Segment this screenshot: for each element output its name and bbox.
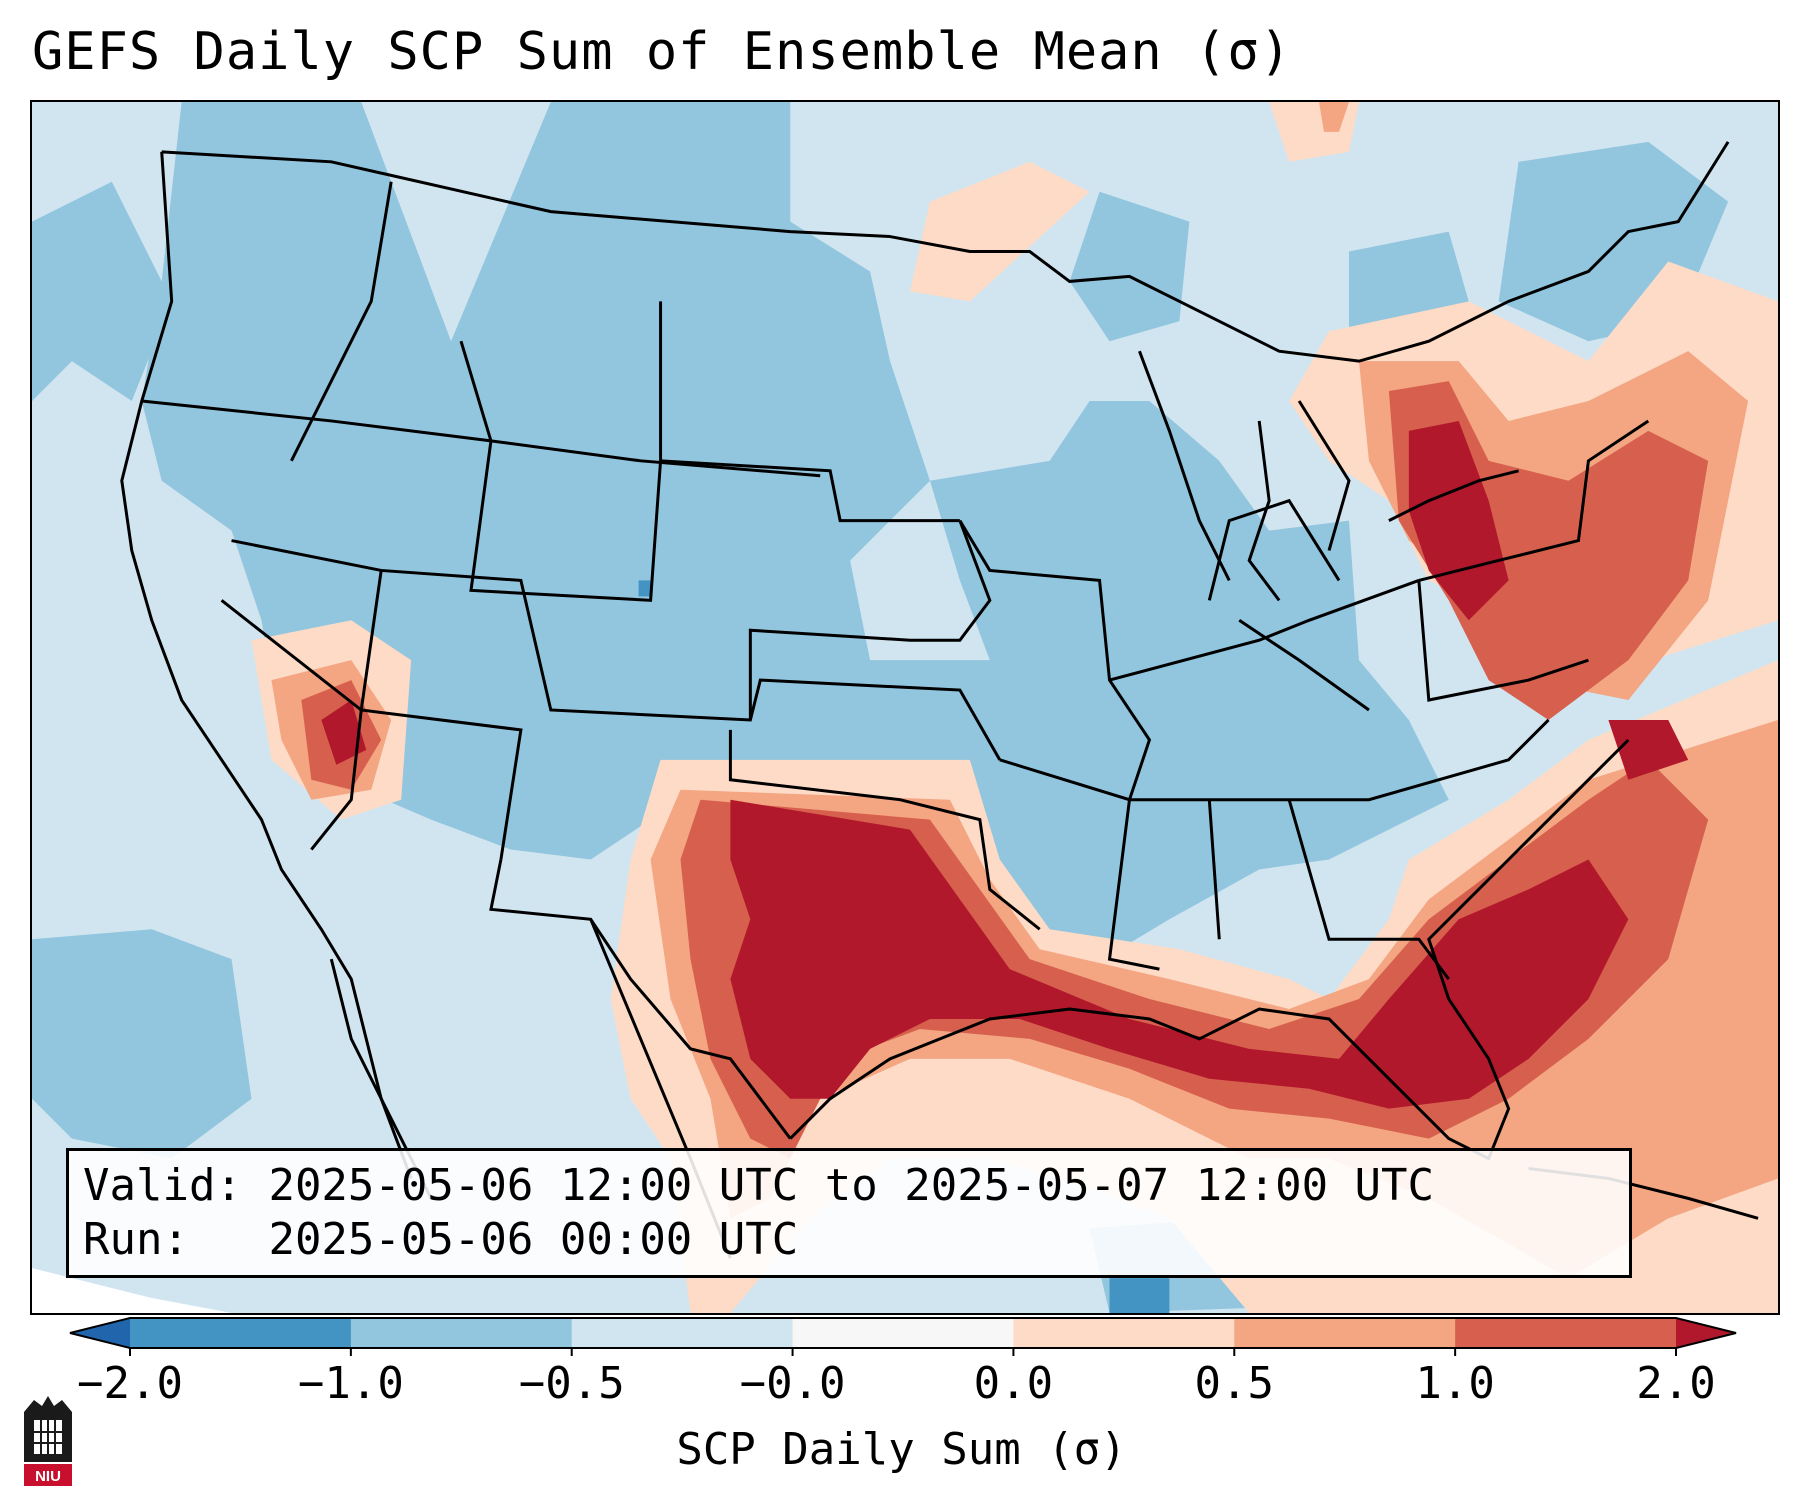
- colorbar-label: SCP Daily Sum (σ): [676, 1424, 1127, 1475]
- run-label: Run:: [83, 1214, 189, 1265]
- map-edge-blank: [32, 1268, 232, 1313]
- colorbar-tick-label: 0.0: [973, 1358, 1054, 1409]
- colorbar-bin: [1013, 1318, 1235, 1348]
- colorbar-bin: [1455, 1318, 1677, 1348]
- colorbar-extend-low: [70, 1318, 130, 1348]
- valid-value: 2025-05-06 12:00 UTC to 2025-05-07 12:00…: [268, 1160, 1435, 1211]
- colorbar-tick-label: −0.0: [739, 1358, 846, 1409]
- extreme-positive-regions: [321, 420, 1689, 1109]
- chart-title: GEFS Daily SCP Sum of Ensemble Mean (σ): [32, 22, 1292, 82]
- niu-logo: NIU: [20, 1392, 76, 1492]
- colorbar-bin: [130, 1318, 352, 1348]
- run-value: 2025-05-06 00:00 UTC: [268, 1214, 799, 1265]
- colorbar-ticks: −2.0 −1.0 −0.5 −0.0 0.0 0.5 1.0 2.0: [0, 1358, 1803, 1418]
- colorbar-tick-label: 1.0: [1415, 1358, 1495, 1409]
- colorbar-tick-label: −2.0: [77, 1358, 183, 1409]
- valid-label: Valid:: [83, 1160, 242, 1211]
- colorbar: [69, 1317, 1737, 1356]
- colorbar-tick-label: −1.0: [297, 1358, 404, 1409]
- map-panel: [30, 100, 1780, 1315]
- colorbar-bin: [350, 1318, 573, 1348]
- colorbar-bin: [1234, 1318, 1456, 1348]
- strong-negative-pockets: [638, 580, 1170, 1313]
- scp-map: [32, 102, 1778, 1313]
- colorbar-bin: [792, 1318, 1014, 1348]
- colorbar-bin: [571, 1318, 794, 1348]
- colorbar-tick-label: −0.5: [518, 1358, 625, 1409]
- colorbar-extend-high: [1676, 1318, 1736, 1348]
- niu-logo-graphic: NIU: [24, 1396, 72, 1486]
- logo-text: NIU: [35, 1468, 61, 1485]
- valid-run-info-box: Valid: 2025-05-06 12:00 UTC to 2025-05-0…: [66, 1148, 1632, 1278]
- colorbar-tick-label: 2.0: [1636, 1358, 1716, 1409]
- colorbar-graphic: [69, 1317, 1737, 1356]
- colorbar-tick-label: 0.5: [1194, 1358, 1275, 1409]
